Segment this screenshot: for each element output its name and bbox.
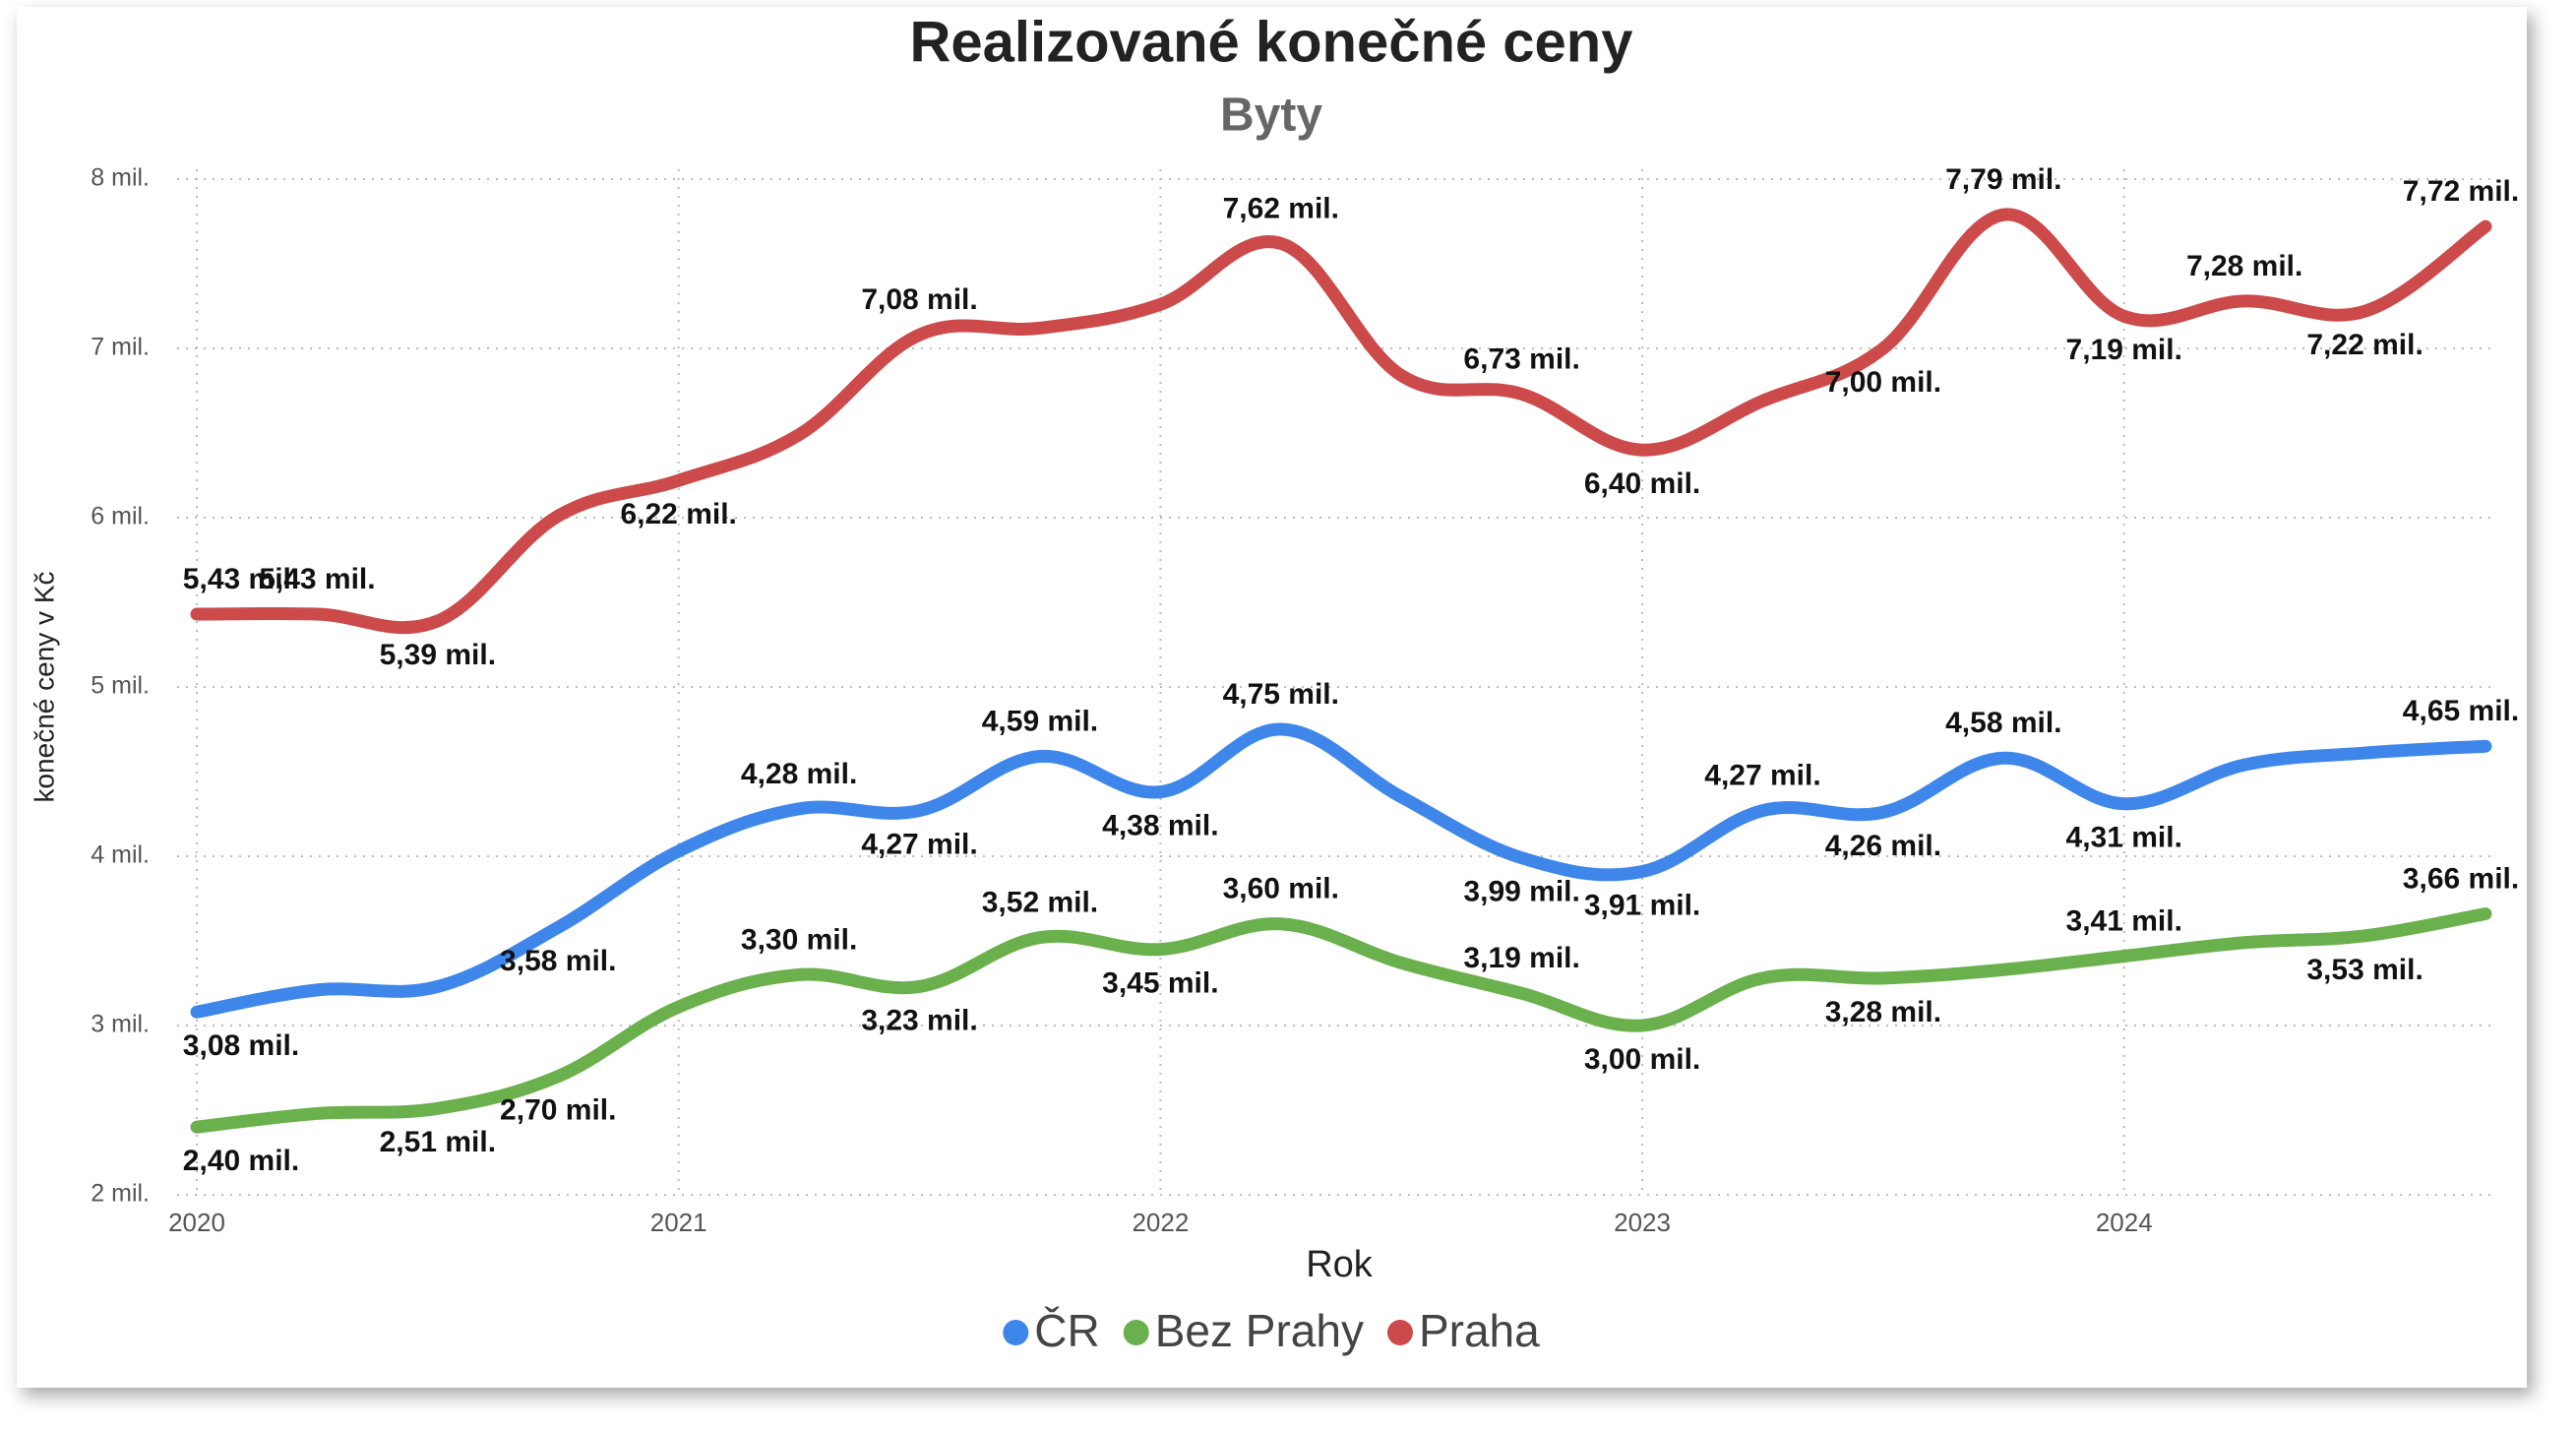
data-label: 3,23 mil.	[861, 1004, 977, 1036]
data-label: 7,28 mil.	[2186, 250, 2302, 282]
data-label: 7,72 mil.	[2403, 175, 2519, 208]
data-label: 4,28 mil.	[741, 758, 857, 790]
legend-label: Bez Prahy	[1155, 1305, 1364, 1356]
data-label: 6,22 mil.	[620, 498, 736, 530]
x-tick-label: 2024	[2096, 1208, 2153, 1237]
data-label: 3,52 mil.	[982, 886, 1098, 918]
data-label: 5,39 mil.	[380, 639, 496, 671]
x-tick-label: 2023	[1614, 1208, 1671, 1237]
data-label: 3,53 mil.	[2306, 954, 2423, 986]
legend-marker	[1123, 1320, 1149, 1345]
y-tick-label: 6 mil.	[91, 503, 150, 530]
data-label: 4,38 mil.	[1102, 810, 1218, 842]
y-tick-label: 3 mil.	[91, 1011, 150, 1038]
data-label: 3,19 mil.	[1463, 942, 1579, 974]
data-label: 4,75 mil.	[1223, 678, 1339, 711]
legend-label: ČR	[1034, 1305, 1099, 1356]
data-label: 4,27 mil.	[1704, 759, 1820, 791]
y-tick-label: 8 mil.	[91, 164, 150, 192]
series-line	[190, 906, 2492, 1134]
y-tick-label: 2 mil.	[91, 1180, 150, 1208]
y-tick-label: 7 mil.	[91, 334, 150, 361]
x-tick-label: 2022	[1132, 1208, 1189, 1237]
data-label: 5,43 mil.	[259, 563, 375, 595]
legend-marker	[1386, 1320, 1413, 1345]
data-label: 7,62 mil.	[1223, 192, 1339, 224]
data-label: 6,73 mil.	[1463, 342, 1579, 375]
data-label: 7,19 mil.	[2066, 334, 2182, 366]
data-label: 7,79 mil.	[1945, 163, 2061, 196]
data-label: 4,59 mil.	[982, 705, 1098, 737]
data-label: 3,58 mil.	[500, 945, 616, 977]
data-label: 2,40 mil.	[183, 1145, 299, 1177]
data-label: 4,65 mil.	[2403, 695, 2519, 727]
legend-label: Praha	[1419, 1305, 1540, 1356]
x-axis-title: Rok	[1306, 1244, 1374, 1285]
data-label: 3,41 mil.	[2066, 904, 2182, 937]
series-line	[190, 208, 2492, 635]
data-label: 6,40 mil.	[1584, 467, 1700, 500]
data-label: 4,27 mil.	[861, 828, 977, 860]
data-label: 4,26 mil.	[1825, 830, 1941, 862]
data-label: 4,31 mil.	[2066, 822, 2182, 854]
data-label: 7,22 mil.	[2306, 329, 2423, 361]
data-label: 2,51 mil.	[380, 1126, 496, 1158]
data-label: 3,60 mil.	[1223, 873, 1339, 905]
legend-marker	[1003, 1320, 1029, 1345]
data-label: 3,08 mil.	[183, 1029, 299, 1062]
x-tick-label: 2020	[168, 1208, 225, 1237]
data-label: 3,30 mil.	[741, 923, 857, 956]
chart-title: Realizované konečné ceny	[910, 10, 1633, 74]
y-axis-title: konečné ceny v Kč	[29, 571, 59, 802]
data-label: 4,58 mil.	[1945, 707, 2061, 739]
legend: ČR Bez Prahy Praha	[1003, 1305, 1540, 1356]
data-label: 3,28 mil.	[1825, 996, 1941, 1028]
data-label: 7,08 mil.	[861, 283, 977, 316]
data-label: 3,99 mil.	[1463, 876, 1579, 908]
series-line	[190, 722, 2492, 1019]
x-tick-label: 2021	[650, 1208, 707, 1237]
data-label: 3,00 mil.	[1584, 1043, 1700, 1076]
chart-subtitle: Byty	[1220, 90, 1322, 142]
y-tick-label: 5 mil.	[91, 672, 150, 700]
data-label: 7,00 mil.	[1825, 366, 1941, 399]
data-label: 3,45 mil.	[1102, 967, 1218, 1000]
data-label: 5,43 mil.	[183, 563, 299, 595]
data-label: 2,70 mil.	[500, 1094, 616, 1127]
data-label: 3,66 mil.	[2403, 862, 2519, 895]
y-tick-label: 4 mil.	[91, 841, 150, 869]
data-label: 3,91 mil.	[1584, 889, 1700, 921]
